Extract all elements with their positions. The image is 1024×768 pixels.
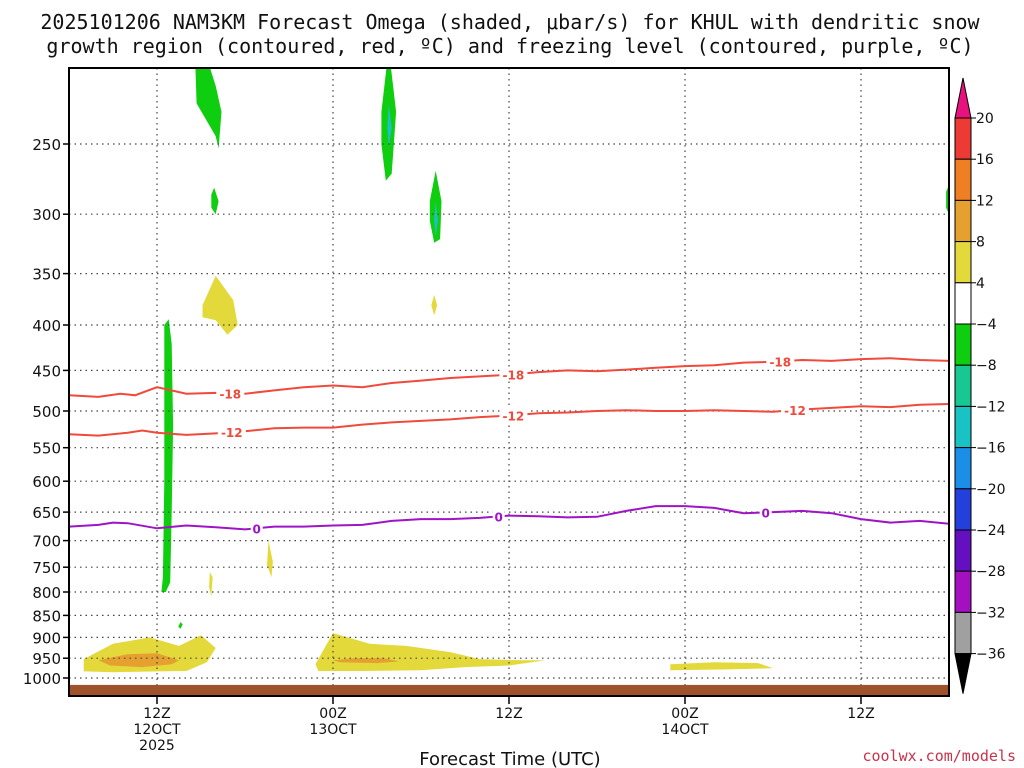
colorbar-band-13 [954, 611, 972, 655]
colorbar-band-7 [954, 364, 972, 407]
colorbar-band-12 [954, 570, 972, 613]
colorbar-band-9 [954, 447, 972, 490]
colorbar-band-5 [954, 282, 972, 325]
omega-shading [83, 68, 949, 673]
omega-region-16 [98, 653, 179, 668]
omega-region-6 [178, 622, 183, 629]
credit-text[interactable]: coolwx.com/models [862, 747, 1016, 765]
y-tick-label-450: 450 [32, 362, 61, 380]
contour-label-bg-2-0 [250, 521, 263, 536]
y-tick-label-1000: 1000 [23, 670, 61, 688]
contour-label-1-0: -12 [221, 426, 243, 440]
omega-region-5 [161, 319, 174, 592]
colorbar: 20 16 12 8 4 −4 −8 −12 −16 −20 −24 −28 −32 −36 [954, 77, 1006, 694]
terrain-below-ground [69, 684, 949, 696]
x-tick-label-18-1: 13OCT [309, 722, 357, 738]
y-tick-label-850: 850 [32, 607, 61, 625]
colorbar-tick-label-2: 12 [976, 193, 994, 209]
colorbar-band-8 [954, 405, 972, 449]
y-tick-label-250: 250 [32, 136, 61, 154]
colorbar-tick-label-9: −20 [976, 482, 1006, 498]
colorbar-band-11 [954, 529, 972, 572]
colorbar-band-10 [954, 488, 972, 531]
omega-region-15 [670, 662, 773, 671]
y-tick-label-750: 750 [32, 559, 61, 577]
colorbar-tick-label-11: −28 [976, 564, 1006, 580]
colorbar-band-3 [954, 199, 972, 243]
x-axis-label: Forecast Time (UTC) [419, 749, 600, 768]
y-tick-label-800: 800 [32, 584, 61, 602]
x-tick-label-6-1: 12OCT [133, 722, 181, 738]
temperature-contours: -18 -18 -18 -12 -12 -12 0 0 0 [69, 354, 949, 536]
contour-line-0 [69, 357, 949, 398]
x-tick-label-30-0: 12Z [495, 706, 522, 722]
y-axis: 250 300 350 400 450 500 550 600 650 700 750 800 850 9… [23, 136, 69, 688]
chart-title-line-2: growth region (contoured, red, ºC) and f… [46, 34, 973, 58]
contour-label-bg-1-2 [781, 403, 809, 417]
contour-label-1-2: -12 [784, 404, 806, 418]
y-tick-label-400: 400 [32, 317, 61, 335]
contour-label-1-1: -12 [503, 409, 525, 423]
contour-label-bg-1-1 [499, 408, 528, 423]
colorbar-band-4 [954, 241, 972, 284]
colorbar-band-6 [954, 323, 972, 366]
colorbar-tick-label-6: −8 [976, 358, 997, 374]
contour-label-2-0: 0 [253, 522, 261, 536]
colorbar-arrow-bottom [954, 653, 972, 694]
contour-label-0-1: -18 [503, 368, 525, 382]
x-tick-label-6-2: 2025 [139, 738, 175, 754]
omega-region-9 [202, 275, 238, 335]
y-tick-label-500: 500 [32, 403, 61, 421]
omega-region-8 [434, 201, 438, 237]
y-tick-label-650: 650 [32, 504, 61, 522]
y-tick-label-300: 300 [32, 206, 61, 224]
omega-region-17 [333, 658, 399, 664]
omega-region-11 [209, 572, 213, 597]
x-tick-label-6-0: 12Z [143, 706, 170, 722]
colorbar-tick-label-4: 4 [976, 276, 985, 292]
colorbar-tick-label-7: −12 [976, 399, 1006, 415]
contour-label-0-0: -18 [219, 387, 241, 401]
contour-label-bg-0-2 [766, 354, 795, 369]
omega-region-10 [431, 295, 438, 316]
contour-label-bg-2-1 [492, 509, 505, 524]
y-tick-label-600: 600 [32, 473, 61, 491]
contour-label-bg-2-2 [759, 505, 772, 520]
colorbar-tick-label-5: −4 [976, 317, 997, 333]
x-tick-label-42-1: 14OCT [661, 722, 709, 738]
colorbar-tick-label-1: 16 [976, 152, 994, 168]
y-tick-label-550: 550 [32, 440, 61, 458]
colorbar-band-2 [954, 158, 972, 201]
omega-region-7 [387, 103, 392, 148]
contour-label-0-2: -18 [769, 355, 791, 369]
y-tick-label-350: 350 [32, 266, 61, 284]
x-tick-label-54-0: 12Z [847, 706, 874, 722]
y-tick-label-950: 950 [32, 650, 61, 668]
contour-label-bg-0-0 [216, 386, 245, 401]
colorbar-band-1 [954, 117, 972, 160]
omega-region-1 [211, 187, 219, 215]
x-tick-label-42-0: 00Z [671, 706, 698, 722]
plot-area: -18 -18 -18 -12 -12 -12 0 0 0 [68, 67, 950, 697]
colorbar-tick-label-3: 8 [976, 235, 985, 251]
colorbar-tick-label-0: 20 [976, 111, 994, 127]
colorbar-tick-label-13: −36 [976, 647, 1006, 663]
contour-label-bg-1-0 [217, 425, 246, 440]
colorbar-tick-label-8: −16 [976, 441, 1006, 457]
contour-label-bg-0-1 [499, 367, 528, 382]
terrain-fill [69, 684, 949, 696]
colorbar-tick-label-12: −32 [976, 605, 1006, 621]
chart-title-line-1: 2025101206 NAM3KM Forecast Omega (shaded… [40, 10, 980, 34]
colorbar-arrow-top [954, 77, 972, 119]
y-tick-label-900: 900 [32, 629, 61, 647]
contour-label-2-1: 0 [495, 510, 503, 524]
contour-label-2-2: 0 [762, 506, 770, 520]
omega-region-12 [267, 540, 273, 578]
y-tick-label-700: 700 [32, 533, 61, 551]
colorbar-tick-label-10: −24 [976, 523, 1006, 539]
omega-region-0 [195, 68, 222, 149]
x-tick-label-18-0: 00Z [319, 706, 346, 722]
